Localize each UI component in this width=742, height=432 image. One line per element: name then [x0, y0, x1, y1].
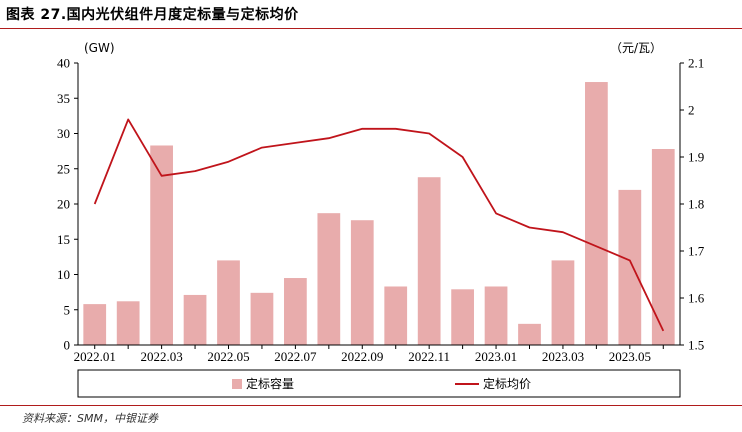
bar [384, 286, 408, 345]
x-tick-label: 2022.11 [408, 349, 450, 364]
bar [250, 292, 274, 345]
source-note: 资料来源：SMM，中银证券 [22, 412, 158, 425]
bar [585, 82, 608, 345]
legend: 定标容量 定标均价 [77, 369, 681, 398]
bar [451, 289, 474, 345]
legend-label-line: 定标均价 [483, 376, 531, 391]
x-tick-label: 2023.03 [542, 349, 584, 364]
x-tick-label: 2022.05 [207, 349, 249, 364]
right-tick-label: 1.5 [688, 338, 704, 353]
bar [618, 189, 642, 345]
axes [74, 62, 684, 349]
bar-series [83, 82, 675, 345]
legend-box [77, 369, 681, 398]
bar [150, 145, 173, 345]
bar [551, 260, 575, 345]
right-tick-label: 1.9 [688, 150, 704, 165]
right-tick-label: 1.7 [688, 244, 705, 259]
bar [651, 149, 675, 345]
left-tick-label: 30 [57, 126, 70, 141]
figure-title: 图表 27.国内光伏组件月度定标量与定标均价 [6, 7, 299, 23]
left-tick-label: 5 [64, 302, 71, 317]
right-axis-unit: （元/瓦） [610, 41, 662, 55]
bar [484, 286, 508, 345]
left-tick-label: 10 [57, 267, 70, 282]
right-tick-label: 2.1 [688, 56, 704, 71]
line-series [93, 118, 665, 332]
chart: (GW) （元/瓦） 0 5 10 15 20 25 30 35 40 1.5 1.6 1.7 1.8 1… [57, 41, 705, 398]
left-tick-label: 0 [64, 338, 71, 353]
legend-label-bar: 定标容量 [246, 376, 294, 391]
right-tick-label: 1.8 [688, 197, 704, 212]
right-tick-label: 1.6 [688, 291, 705, 306]
x-tick-label: 2022.07 [274, 349, 317, 364]
x-tick-label: 2022.09 [341, 349, 383, 364]
right-tick-label: 2 [688, 103, 695, 118]
bar [116, 301, 140, 345]
legend-swatch-bar [232, 379, 242, 389]
bar [217, 260, 240, 345]
bar [183, 294, 207, 345]
x-tick-label: 2023.05 [609, 349, 651, 364]
title-rule [0, 28, 742, 29]
x-tick-label: 2023.01 [475, 349, 517, 364]
bar [83, 304, 107, 345]
bar [317, 213, 341, 345]
tick-labels: 0 5 10 15 20 25 30 35 40 1.5 1.6 1.7 1.8 1.9 2 2.1 2022.… [57, 56, 705, 365]
bar [284, 278, 307, 345]
left-axis-unit: (GW) [84, 41, 115, 55]
left-tick-label: 20 [57, 197, 70, 212]
price-line [93, 118, 665, 332]
left-tick-label: 40 [57, 56, 70, 71]
left-tick-label: 15 [57, 232, 70, 247]
x-tick-label: 2022.01 [74, 349, 116, 364]
left-tick-label: 35 [57, 91, 70, 106]
left-tick-label: 25 [57, 161, 70, 176]
x-tick-label: 2022.03 [140, 349, 182, 364]
bar [417, 177, 441, 345]
bar [518, 323, 541, 345]
source-rule [0, 405, 742, 406]
bar [350, 220, 374, 345]
